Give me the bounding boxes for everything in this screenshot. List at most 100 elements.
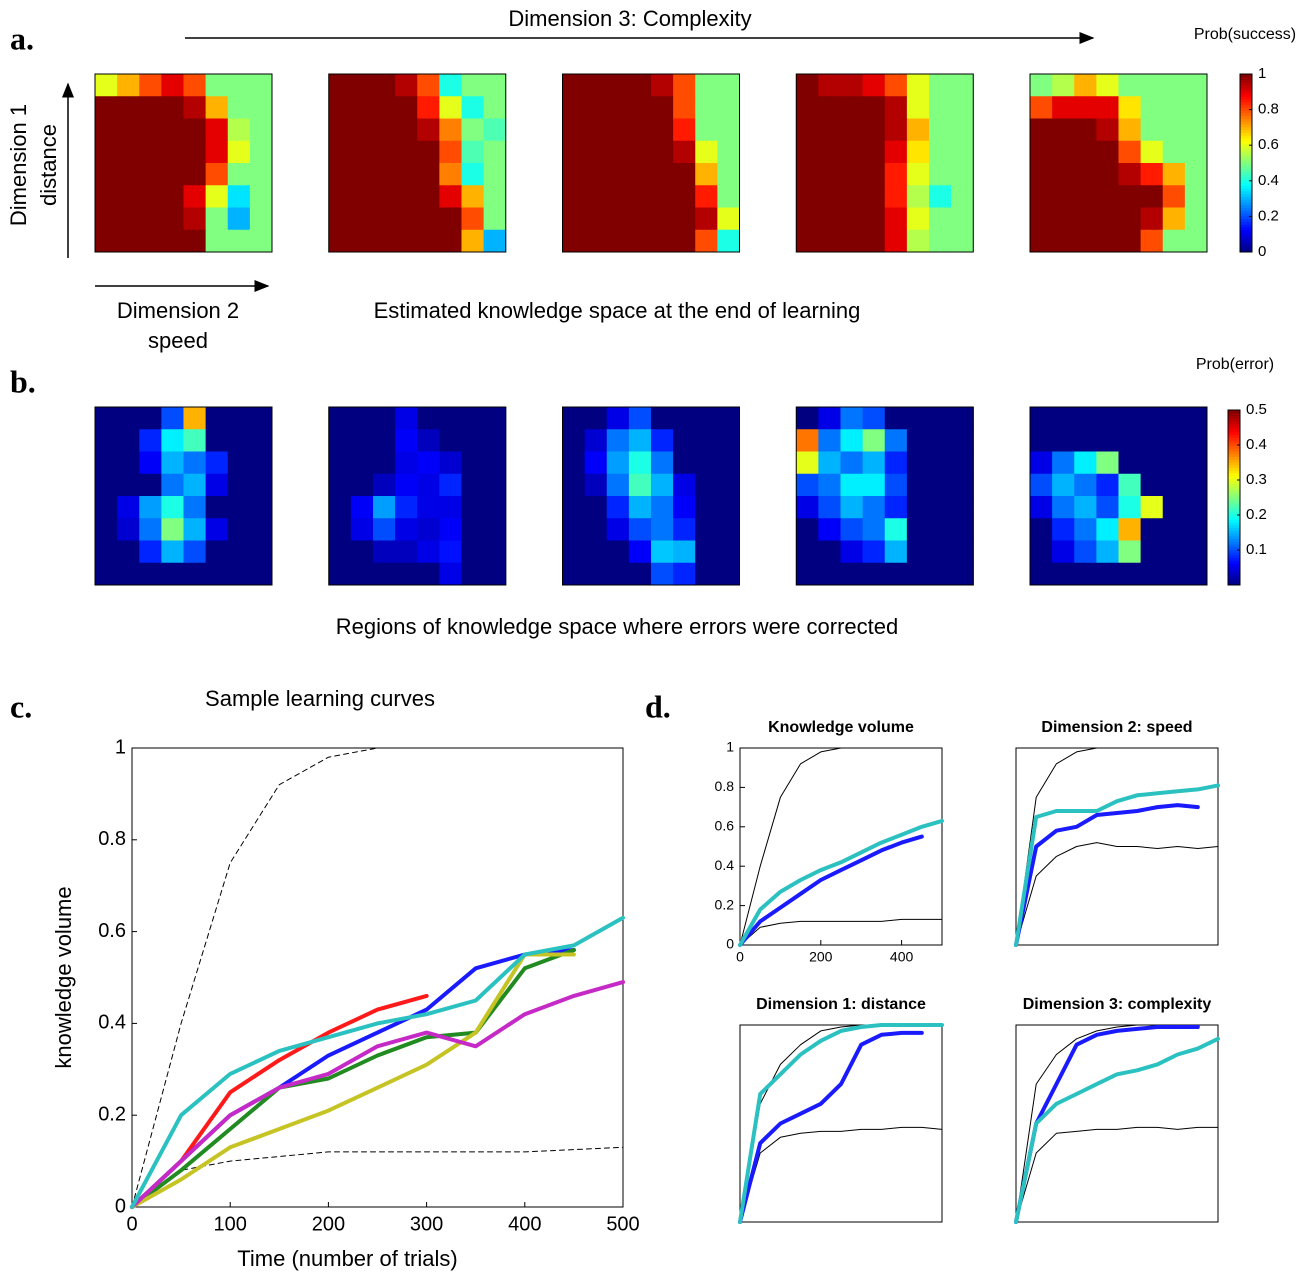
colorbar-step xyxy=(1228,478,1240,482)
heatmap-cell xyxy=(1030,562,1053,586)
heatmap-cell xyxy=(350,518,374,541)
heatmap-cell xyxy=(929,429,952,452)
heatmap-cell xyxy=(328,96,352,119)
heatmap-cell xyxy=(796,74,819,97)
heatmap-cell xyxy=(373,74,396,97)
heatmap-cell xyxy=(628,540,652,564)
heatmap-cell xyxy=(584,562,608,586)
heatmap-cell xyxy=(117,518,140,541)
colorbar-step xyxy=(1240,146,1252,150)
heatmap-frame xyxy=(562,406,740,586)
heatmap-cell xyxy=(205,163,229,186)
colorbar-step xyxy=(1240,224,1252,228)
heatmap-cell xyxy=(117,96,140,119)
heatmap-cell xyxy=(884,74,908,97)
heatmap-cell xyxy=(651,451,674,475)
heatmap-cell xyxy=(562,74,586,97)
colorbar-step xyxy=(1240,90,1252,94)
heatmap-cell xyxy=(461,429,485,452)
heatmap-cell xyxy=(205,74,229,97)
colorbar-step xyxy=(1228,568,1240,572)
heatmap-cell xyxy=(951,185,974,208)
heatmap-cell xyxy=(651,229,674,253)
heatmap-cell xyxy=(328,429,352,452)
colorbar-frame xyxy=(1227,409,1241,586)
heatmap-cell xyxy=(606,496,630,519)
colorbar-step xyxy=(1228,516,1240,520)
heatmap-cell xyxy=(562,429,586,452)
heatmap-cell xyxy=(161,229,184,253)
heatmap-cell xyxy=(884,140,908,164)
heatmap-frame xyxy=(328,406,507,586)
heatmap-cell xyxy=(373,118,396,142)
series-line xyxy=(738,1030,924,1224)
heatmap-cell xyxy=(606,429,630,452)
heatmap-cell xyxy=(1052,118,1075,142)
heatmap-cell xyxy=(818,473,841,497)
heatmap-cell xyxy=(350,118,374,142)
colorbar-step xyxy=(1228,524,1240,529)
colorbar-step xyxy=(1240,115,1252,119)
heatmap-cell xyxy=(1162,540,1186,564)
heatmap-cell xyxy=(628,562,652,586)
heatmap-cell xyxy=(906,140,930,164)
heatmap-cell xyxy=(395,407,418,430)
colorbar-step xyxy=(1228,467,1240,471)
series-line xyxy=(1015,842,1219,946)
heatmap-cell xyxy=(1184,185,1208,208)
heatmap-cell xyxy=(249,185,273,208)
heatmap-cell xyxy=(862,185,886,208)
heatmap-cell xyxy=(606,407,630,430)
heatmap-cell xyxy=(1030,140,1053,164)
heatmap-cell xyxy=(1074,429,1097,452)
heatmap-cell xyxy=(562,451,586,475)
heatmap-cell xyxy=(673,540,696,564)
colorbar-step xyxy=(1240,207,1252,211)
heatmap-cell xyxy=(906,473,930,497)
heatmap-cell xyxy=(328,163,352,186)
heatmap-cell xyxy=(862,163,886,186)
heatmap-cell xyxy=(373,229,396,253)
heatmap-cell xyxy=(951,74,974,97)
heatmap-cell xyxy=(695,496,718,519)
colorbar-step xyxy=(1228,434,1240,438)
heatmap-cell xyxy=(951,96,974,119)
heatmap-cell xyxy=(249,118,273,142)
heatmap-cell xyxy=(929,118,952,142)
heatmap-cell xyxy=(483,96,507,119)
panel-label: a. xyxy=(10,20,34,56)
heatmap-cell xyxy=(328,451,352,475)
heatmap-cell xyxy=(862,429,886,452)
heatmap-cell xyxy=(1052,207,1075,231)
heatmap-cell xyxy=(717,407,740,430)
heatmap-cell xyxy=(1140,140,1164,164)
heatmap-cell xyxy=(628,207,652,231)
heatmap-cell xyxy=(606,96,630,119)
heatmap-cell xyxy=(628,140,652,164)
heatmap-cell xyxy=(651,562,674,586)
heatmap-cell xyxy=(350,496,374,519)
colorbar-tick-label: 0.5 xyxy=(1246,401,1267,418)
heatmap-cell xyxy=(951,207,974,231)
heatmap-cell xyxy=(717,429,740,452)
heatmap-cell xyxy=(717,185,740,208)
heatmap-cell xyxy=(183,163,207,186)
heatmap-cell xyxy=(862,96,886,119)
heatmap-cell xyxy=(1140,451,1164,475)
heatmap-cell xyxy=(862,74,886,97)
colorbar-step xyxy=(1240,87,1252,92)
heatmap-cell xyxy=(584,407,608,430)
heatmap-cell xyxy=(139,207,162,231)
heatmap-cell xyxy=(906,74,930,97)
heatmap-cell xyxy=(1096,473,1119,497)
heatmap-cell xyxy=(796,407,819,430)
heatmap-cell xyxy=(205,540,229,564)
heatmap-cell xyxy=(95,496,118,519)
colorbar-step xyxy=(1240,246,1252,250)
heatmap-cell xyxy=(350,229,374,253)
heatmap-cell xyxy=(606,473,630,497)
heatmap-cell xyxy=(1162,185,1186,208)
heatmap-cell xyxy=(1140,407,1164,430)
x-tick-label: 300 xyxy=(410,1213,443,1235)
heatmap-cell xyxy=(717,96,740,119)
